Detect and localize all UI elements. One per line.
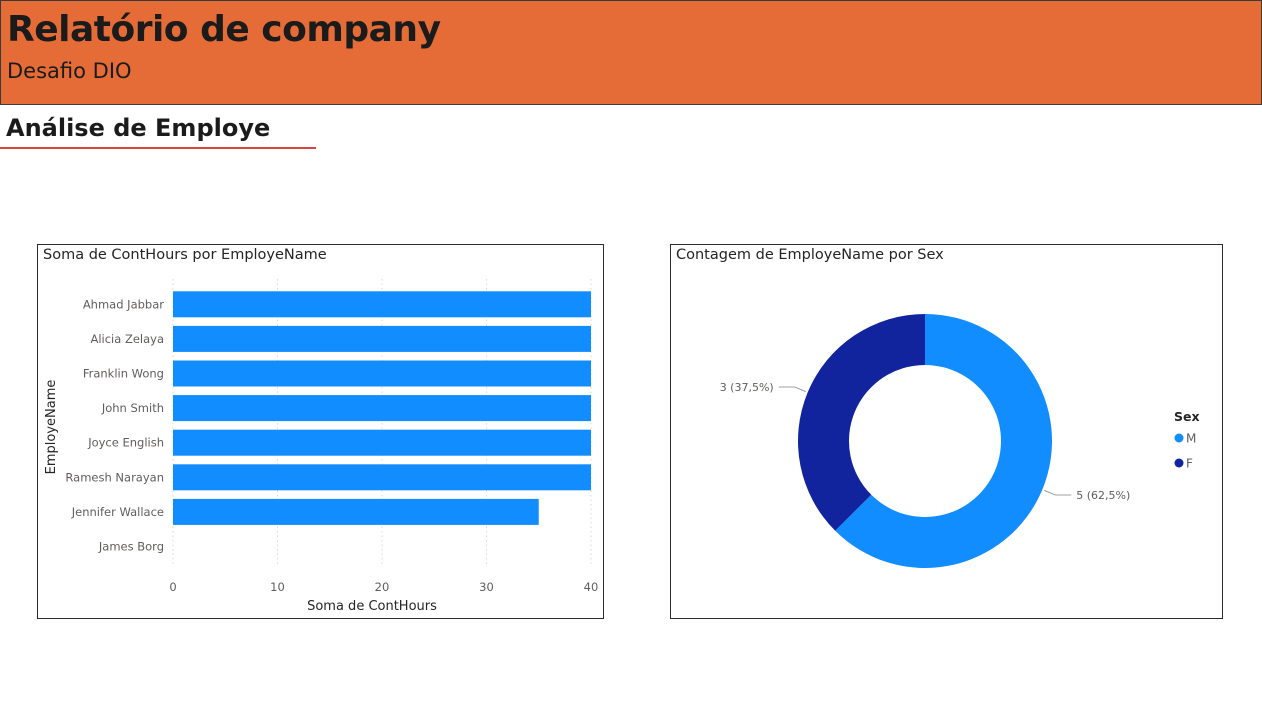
section-underline [0,147,316,149]
y-category-label: John Smith [101,401,164,415]
legend-title: Sex [1174,409,1200,424]
bar[interactable] [173,429,591,456]
bar[interactable] [173,291,591,318]
x-tick-label: 30 [479,580,494,594]
donut-data-label: 3 (37,5%) [720,381,774,394]
bar[interactable] [173,464,591,491]
x-tick-label: 10 [270,580,285,594]
x-tick-label: 40 [584,580,599,594]
report-title: Relatório de company [7,9,441,50]
section-title: Análise de Employe [6,114,271,142]
report-subtitle: Desafio DIO [7,59,132,83]
bar[interactable] [173,498,539,525]
y-category-label: James Borg [98,540,164,554]
y-category-label: Ahmad Jabbar [83,297,164,311]
legend-label[interactable]: F [1186,457,1193,471]
donut-chart-svg: 5 (62,5%) 3 (37,5%) Sex MF [720,314,1200,568]
data-label-leader [1043,489,1072,496]
y-category-label: Ramesh Narayan [65,470,164,484]
bar[interactable] [173,395,591,422]
donut-slice[interactable] [835,314,1052,568]
x-tick-label: 0 [169,580,176,594]
legend-marker[interactable] [1174,458,1184,468]
donut-chart-visual[interactable]: Contagem de EmployeName por Sex 5 (62,5%… [670,244,1223,619]
bar-chart-svg: 0 10 20 30 40 Ahmad Jabbar Alicia Zelaya Frankl… [44,279,599,614]
legend-marker[interactable] [1174,433,1184,443]
y-axis-title: EmployeName [44,380,59,475]
legend-label[interactable]: M [1186,432,1196,446]
bar[interactable] [173,360,591,387]
report-header: Relatório de company Desafio DIO [0,0,1262,105]
x-tick-label: 20 [375,580,390,594]
y-category-label: Franklin Wong [83,367,164,381]
y-category-label: Jennifer Wallace [71,505,164,519]
bar[interactable] [173,325,591,352]
bar-chart-visual[interactable]: Soma de ContHours por EmployeName 0 10 20 3… [37,244,604,619]
data-label-leader [778,386,807,393]
donut-chart-title: Contagem de EmployeName por Sex [676,247,944,263]
x-axis-title: Soma de ContHours [307,599,437,614]
y-category-label: Alicia Zelaya [90,332,164,346]
donut-slice[interactable] [798,314,925,531]
donut-data-label: 5 (62,5%) [1076,489,1130,502]
bar-chart-title: Soma de ContHours por EmployeName [43,247,327,263]
y-category-label: Joyce English [87,436,164,450]
